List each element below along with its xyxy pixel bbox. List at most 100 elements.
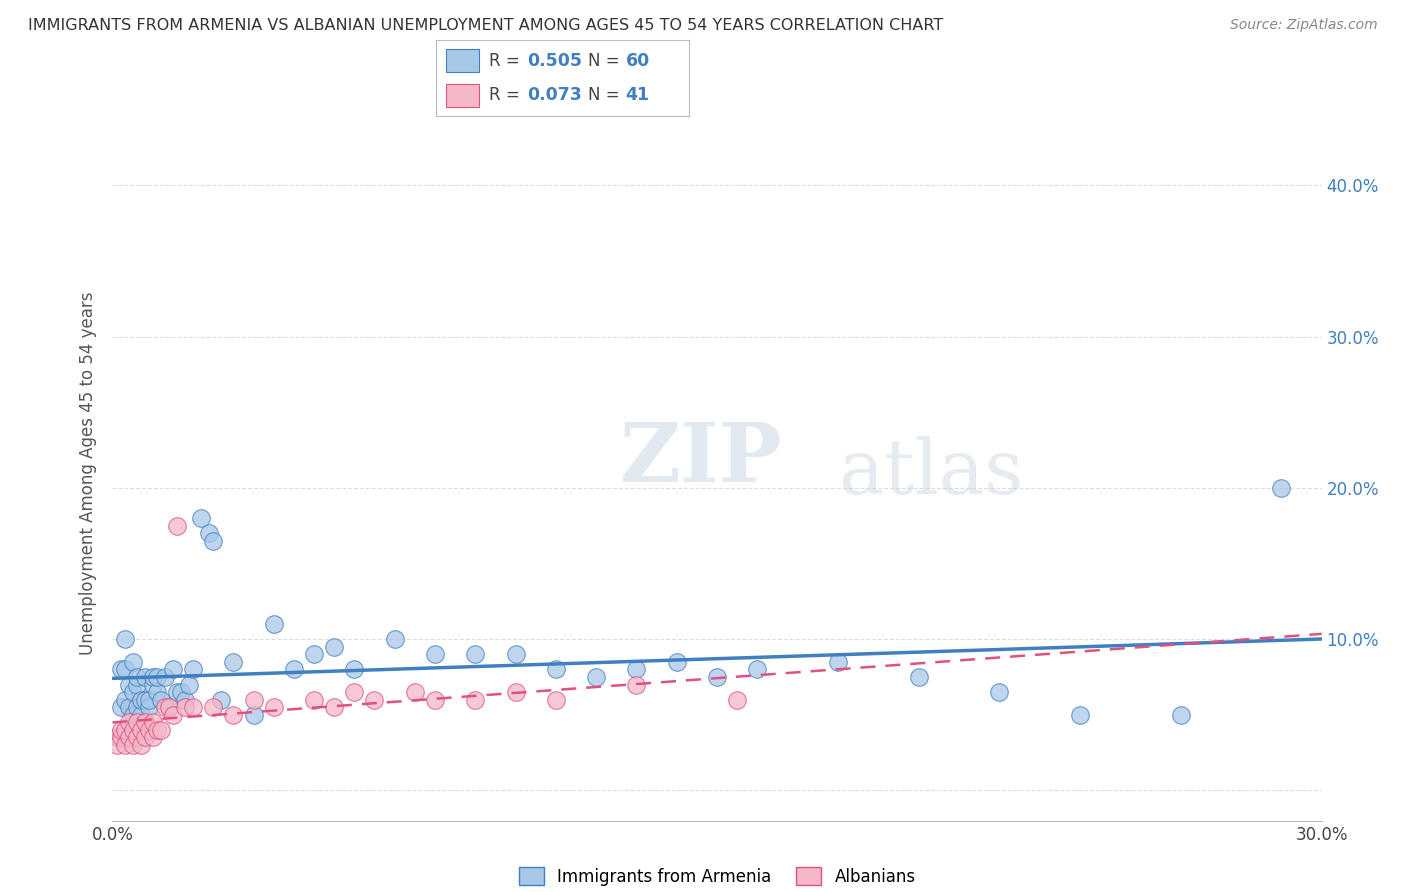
Point	[129, 723, 152, 737]
Point	[105, 738, 128, 752]
Point	[117, 677, 139, 691]
Point	[110, 662, 132, 676]
Point	[198, 526, 221, 541]
Point	[157, 700, 180, 714]
Point	[134, 670, 156, 684]
Text: Source: ZipAtlas.com: Source: ZipAtlas.com	[1230, 18, 1378, 32]
Point	[134, 731, 156, 745]
Point	[129, 707, 152, 722]
Point	[166, 518, 188, 533]
Point	[142, 731, 165, 745]
Point	[209, 692, 232, 706]
Point	[464, 647, 486, 661]
Point	[505, 685, 527, 699]
Point	[626, 677, 648, 691]
Point	[166, 685, 188, 699]
Point	[725, 692, 748, 706]
Point	[125, 715, 148, 730]
Point	[153, 670, 176, 684]
Point	[142, 715, 165, 730]
Point	[181, 700, 204, 714]
Text: atlas: atlas	[838, 436, 1024, 509]
Point	[129, 692, 152, 706]
Point	[263, 617, 285, 632]
Text: 0.073: 0.073	[527, 87, 582, 104]
Point	[181, 662, 204, 676]
Legend: Immigrants from Armenia, Albanians: Immigrants from Armenia, Albanians	[512, 861, 922, 892]
Point	[138, 692, 160, 706]
Point	[138, 723, 160, 737]
Point	[907, 670, 929, 684]
Point	[142, 670, 165, 684]
Point	[263, 700, 285, 714]
Text: R =: R =	[489, 87, 524, 104]
Point	[129, 738, 152, 752]
Point	[202, 700, 225, 714]
Point	[988, 685, 1011, 699]
Point	[404, 685, 426, 699]
Point	[125, 731, 148, 745]
Point	[505, 647, 527, 661]
Point	[114, 738, 136, 752]
Point	[157, 700, 180, 714]
Point	[114, 692, 136, 706]
Point	[134, 715, 156, 730]
Point	[117, 700, 139, 714]
Point	[1069, 707, 1091, 722]
Text: 0.505: 0.505	[527, 52, 582, 70]
Point	[162, 707, 184, 722]
Text: IMMIGRANTS FROM ARMENIA VS ALBANIAN UNEMPLOYMENT AMONG AGES 45 TO 54 YEARS CORRE: IMMIGRANTS FROM ARMENIA VS ALBANIAN UNEM…	[28, 18, 943, 33]
Point	[121, 655, 143, 669]
Point	[153, 700, 176, 714]
Point	[1170, 707, 1192, 722]
Text: 41: 41	[626, 87, 650, 104]
Text: ZIP: ZIP	[620, 419, 783, 499]
Point	[343, 662, 366, 676]
Point	[423, 692, 446, 706]
Point	[302, 647, 325, 661]
Point	[706, 670, 728, 684]
Point	[117, 731, 139, 745]
Point	[146, 670, 169, 684]
Point	[138, 700, 160, 714]
Point	[423, 647, 446, 661]
Point	[117, 715, 139, 730]
Point	[121, 723, 143, 737]
Point	[105, 731, 128, 745]
Point	[544, 692, 567, 706]
Point	[302, 692, 325, 706]
Point	[323, 640, 346, 654]
Point	[121, 707, 143, 722]
Point	[110, 731, 132, 745]
Point	[585, 670, 607, 684]
Point	[464, 692, 486, 706]
Point	[142, 677, 165, 691]
Point	[121, 738, 143, 752]
Point	[665, 655, 688, 669]
Point	[125, 670, 148, 684]
Text: N =: N =	[588, 52, 624, 70]
Point	[114, 632, 136, 647]
Bar	[446, 84, 479, 107]
Text: 60: 60	[626, 52, 650, 70]
Point	[343, 685, 366, 699]
Point	[146, 723, 169, 737]
Text: N =: N =	[588, 87, 624, 104]
Point	[242, 707, 264, 722]
Point	[125, 677, 148, 691]
Point	[110, 723, 132, 737]
Point	[114, 662, 136, 676]
Point	[134, 692, 156, 706]
Point	[827, 655, 849, 669]
Point	[222, 707, 245, 722]
Point	[283, 662, 305, 676]
Point	[110, 700, 132, 714]
Point	[149, 692, 172, 706]
Point	[323, 700, 346, 714]
Point	[170, 685, 193, 699]
Point	[384, 632, 406, 647]
Point	[121, 685, 143, 699]
Point	[114, 723, 136, 737]
Bar	[446, 49, 479, 72]
Point	[222, 655, 245, 669]
